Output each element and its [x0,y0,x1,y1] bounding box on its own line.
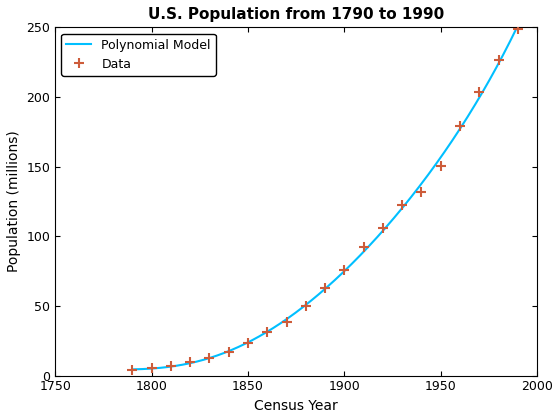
Data [437,163,444,168]
Data [322,286,329,291]
Data [476,90,483,95]
Polynomial Model [129,367,136,372]
Data [283,319,290,324]
Data [206,355,213,360]
Data [399,202,405,207]
Data [380,226,386,231]
Data [225,349,232,354]
Title: U.S. Population from 1790 to 1990: U.S. Population from 1790 to 1990 [148,7,444,22]
Data [187,360,194,365]
Data [341,267,348,272]
Line: Data: Data [128,24,522,375]
Polynomial Model [338,272,344,277]
Line: Polynomial Model: Polynomial Model [132,26,518,369]
Polynomial Model [515,23,521,28]
Data [302,303,309,308]
Polynomial Model [312,294,319,299]
Data [129,368,136,373]
Legend: Polynomial Model, Data: Polynomial Model, Data [62,34,216,76]
Data [456,123,463,129]
Data [515,26,521,32]
Y-axis label: Population (millions): Population (millions) [7,131,21,272]
Polynomial Model [445,144,452,149]
Data [245,341,251,346]
Polynomial Model [505,42,512,47]
X-axis label: Census Year: Census Year [254,399,338,413]
Data [360,245,367,250]
Data [264,329,270,334]
Data [418,189,425,194]
Polynomial Model [314,293,321,298]
Data [167,363,174,368]
Data [495,58,502,63]
Data [148,366,155,371]
Polynomial Model [358,251,365,256]
